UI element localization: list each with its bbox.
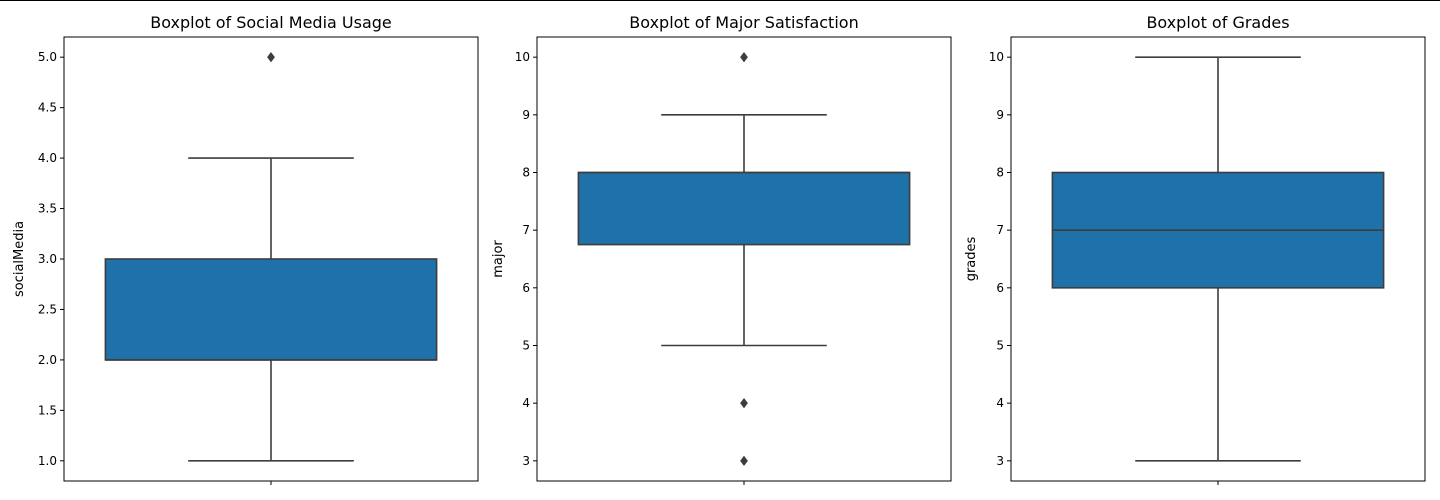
chart-title: Boxplot of Major Satisfaction bbox=[629, 13, 858, 32]
y-tick-label: 5.0 bbox=[38, 50, 57, 64]
y-tick-label: 3.0 bbox=[38, 252, 57, 266]
y-tick-label: 4.0 bbox=[38, 151, 57, 165]
y-tick-label: 9 bbox=[522, 108, 530, 122]
y-tick-label: 10 bbox=[989, 50, 1004, 64]
y-tick-label: 8 bbox=[996, 166, 1004, 180]
chart-title: Boxplot of Social Media Usage bbox=[150, 13, 392, 32]
axes-frame bbox=[63, 36, 479, 482]
y-tick-label: 4.5 bbox=[38, 101, 57, 115]
y-tick-label: 1.5 bbox=[38, 403, 57, 417]
outlier-point bbox=[740, 397, 748, 409]
outlier-point bbox=[740, 455, 748, 466]
iqr-box bbox=[577, 171, 911, 246]
y-tick-label: 8 bbox=[522, 166, 530, 180]
y-tick-label: 2.5 bbox=[38, 302, 57, 316]
y-axis-label: grades bbox=[964, 236, 979, 281]
y-tick-label: 3.5 bbox=[38, 202, 57, 216]
y-tick-label: 4 bbox=[996, 396, 1004, 410]
y-tick-label: 9 bbox=[996, 108, 1004, 122]
outlier-point bbox=[267, 52, 275, 63]
subplot-social-media: Boxplot of Social Media Usage socialMedi… bbox=[12, 13, 479, 485]
y-tick-label: 7 bbox=[996, 223, 1004, 237]
y-tick-label: 2.0 bbox=[38, 353, 57, 367]
y-axis-label: major bbox=[491, 240, 506, 278]
y-tick-label: 3 bbox=[996, 454, 1004, 468]
outlier-point bbox=[740, 52, 748, 63]
subplot-grades: Boxplot of Grades grades 3 4 5 6 7 8 9 10 bbox=[964, 13, 1426, 485]
iqr-box bbox=[104, 258, 438, 361]
axes-frame bbox=[536, 36, 952, 482]
y-tick-label: 4 bbox=[522, 396, 530, 410]
y-tick-label: 6 bbox=[522, 281, 530, 295]
subplot-major-satisfaction: Boxplot of Major Satisfaction major 3 4 5 6… bbox=[491, 13, 952, 485]
axes-frame bbox=[1010, 36, 1426, 482]
y-tick-label: 1.0 bbox=[38, 454, 57, 468]
chart-title: Boxplot of Grades bbox=[1146, 13, 1289, 32]
y-tick-label: 7 bbox=[522, 223, 530, 237]
y-tick-label: 10 bbox=[515, 50, 530, 64]
y-axis-label: socialMedia bbox=[12, 221, 27, 297]
y-tick-label: 5 bbox=[996, 338, 1004, 352]
y-tick-label: 6 bbox=[996, 281, 1004, 295]
top-border-line bbox=[0, 0, 1440, 1]
y-tick-label: 5 bbox=[522, 338, 530, 352]
y-tick-label: 3 bbox=[522, 454, 530, 468]
